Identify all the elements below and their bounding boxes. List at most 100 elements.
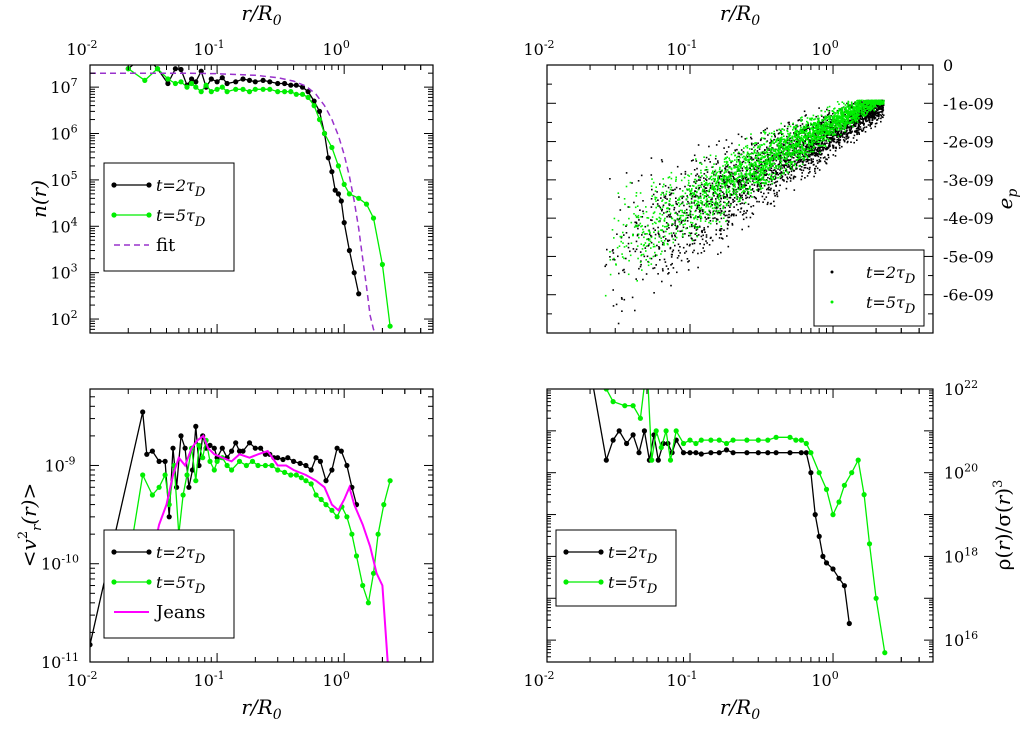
scatter-point <box>828 110 830 112</box>
scatter-point <box>726 205 728 207</box>
scatter-point <box>706 166 708 168</box>
data-point <box>329 145 334 150</box>
scatter-point <box>687 201 689 203</box>
scatter-point <box>818 134 820 136</box>
scatter-point <box>742 178 744 180</box>
scatter-point <box>654 267 656 269</box>
scatter-point <box>858 125 860 127</box>
scatter-point <box>686 212 688 214</box>
scatter-point <box>636 249 638 251</box>
scatter-point <box>651 237 653 239</box>
scatter-point <box>709 217 711 219</box>
scatter-point <box>739 179 741 181</box>
scatter-point <box>622 256 624 258</box>
scatter-point <box>646 233 648 235</box>
scatter-point <box>832 124 834 126</box>
scatter-point <box>728 179 730 181</box>
scatter-point <box>783 154 785 156</box>
scatter-point <box>725 183 727 185</box>
scatter-point <box>828 157 830 159</box>
scatter-point <box>711 197 713 199</box>
scatter-point <box>877 119 879 121</box>
scatter-point <box>695 175 697 177</box>
scatter-point <box>760 146 762 148</box>
scatter-point <box>617 247 619 249</box>
scatter-point <box>691 224 693 226</box>
scatter-point <box>684 223 686 225</box>
scatter-point <box>732 223 734 225</box>
scatter-point <box>769 154 771 156</box>
scatter-point <box>655 207 657 209</box>
scatter-point <box>771 174 773 176</box>
scatter-point <box>663 205 665 207</box>
scatter-point <box>759 161 761 163</box>
scatter-point <box>722 238 724 240</box>
scatter-point <box>653 194 655 196</box>
scatter-point <box>709 244 711 246</box>
scatter-point <box>647 256 649 258</box>
legend-marker <box>111 212 116 217</box>
scatter-point <box>725 221 727 223</box>
scatter-point <box>674 207 676 209</box>
scatter-point <box>756 176 758 178</box>
scatter-point <box>746 210 748 212</box>
scatter-point <box>699 243 701 245</box>
scatter-point <box>779 142 781 144</box>
scatter-point <box>813 115 815 117</box>
scatter-point <box>693 225 695 227</box>
scatter-point <box>742 170 744 172</box>
scatter-point <box>626 172 628 174</box>
scatter-point <box>632 234 634 236</box>
scatter-point <box>847 104 849 106</box>
scatter-point <box>809 169 811 171</box>
scatter-point <box>681 173 683 175</box>
scatter-point <box>745 173 747 175</box>
scatter-point <box>825 140 827 142</box>
scatter-point <box>614 218 616 220</box>
scatter-point <box>812 158 814 160</box>
scatter-point <box>819 145 821 147</box>
scatter-point <box>689 226 691 228</box>
scatter-point <box>843 128 845 130</box>
scatter-point <box>776 153 778 155</box>
scatter-point <box>752 173 754 175</box>
scatter-point <box>663 244 665 246</box>
scatter-point <box>846 136 848 138</box>
scatter-point <box>727 187 729 189</box>
scatter-point <box>760 180 762 182</box>
scatter-point <box>819 138 821 140</box>
scatter-point <box>704 195 706 197</box>
scatter-point <box>709 214 711 216</box>
scatter-point <box>856 139 858 141</box>
scatter-point <box>652 268 654 270</box>
scatter-point <box>673 238 675 240</box>
scatter-point <box>750 153 752 155</box>
scatter-point <box>679 224 681 226</box>
data-point <box>356 291 361 296</box>
scatter-point <box>704 229 706 231</box>
scatter-point <box>699 162 701 164</box>
scatter-point <box>789 124 791 126</box>
scatter-point <box>668 214 670 216</box>
scatter-point <box>738 180 740 182</box>
scatter-point <box>775 181 777 183</box>
scatter-point <box>711 189 713 191</box>
scatter-point <box>624 198 626 200</box>
scatter-point <box>720 214 722 216</box>
scatter-point <box>766 173 768 175</box>
data-point <box>282 89 287 94</box>
scatter-point <box>668 272 670 274</box>
scatter-point <box>746 197 748 199</box>
scatter-point <box>706 157 708 159</box>
scatter-point <box>645 247 647 249</box>
data-point <box>356 196 361 201</box>
scatter-point <box>821 115 823 117</box>
scatter-point <box>801 119 803 121</box>
scatter-point <box>708 146 710 148</box>
scatter-point <box>719 169 721 171</box>
scatter-point <box>802 162 804 164</box>
scatter-point <box>706 236 708 238</box>
data-point <box>347 248 352 253</box>
legend-marker <box>111 182 116 187</box>
scatter-point <box>808 144 810 146</box>
